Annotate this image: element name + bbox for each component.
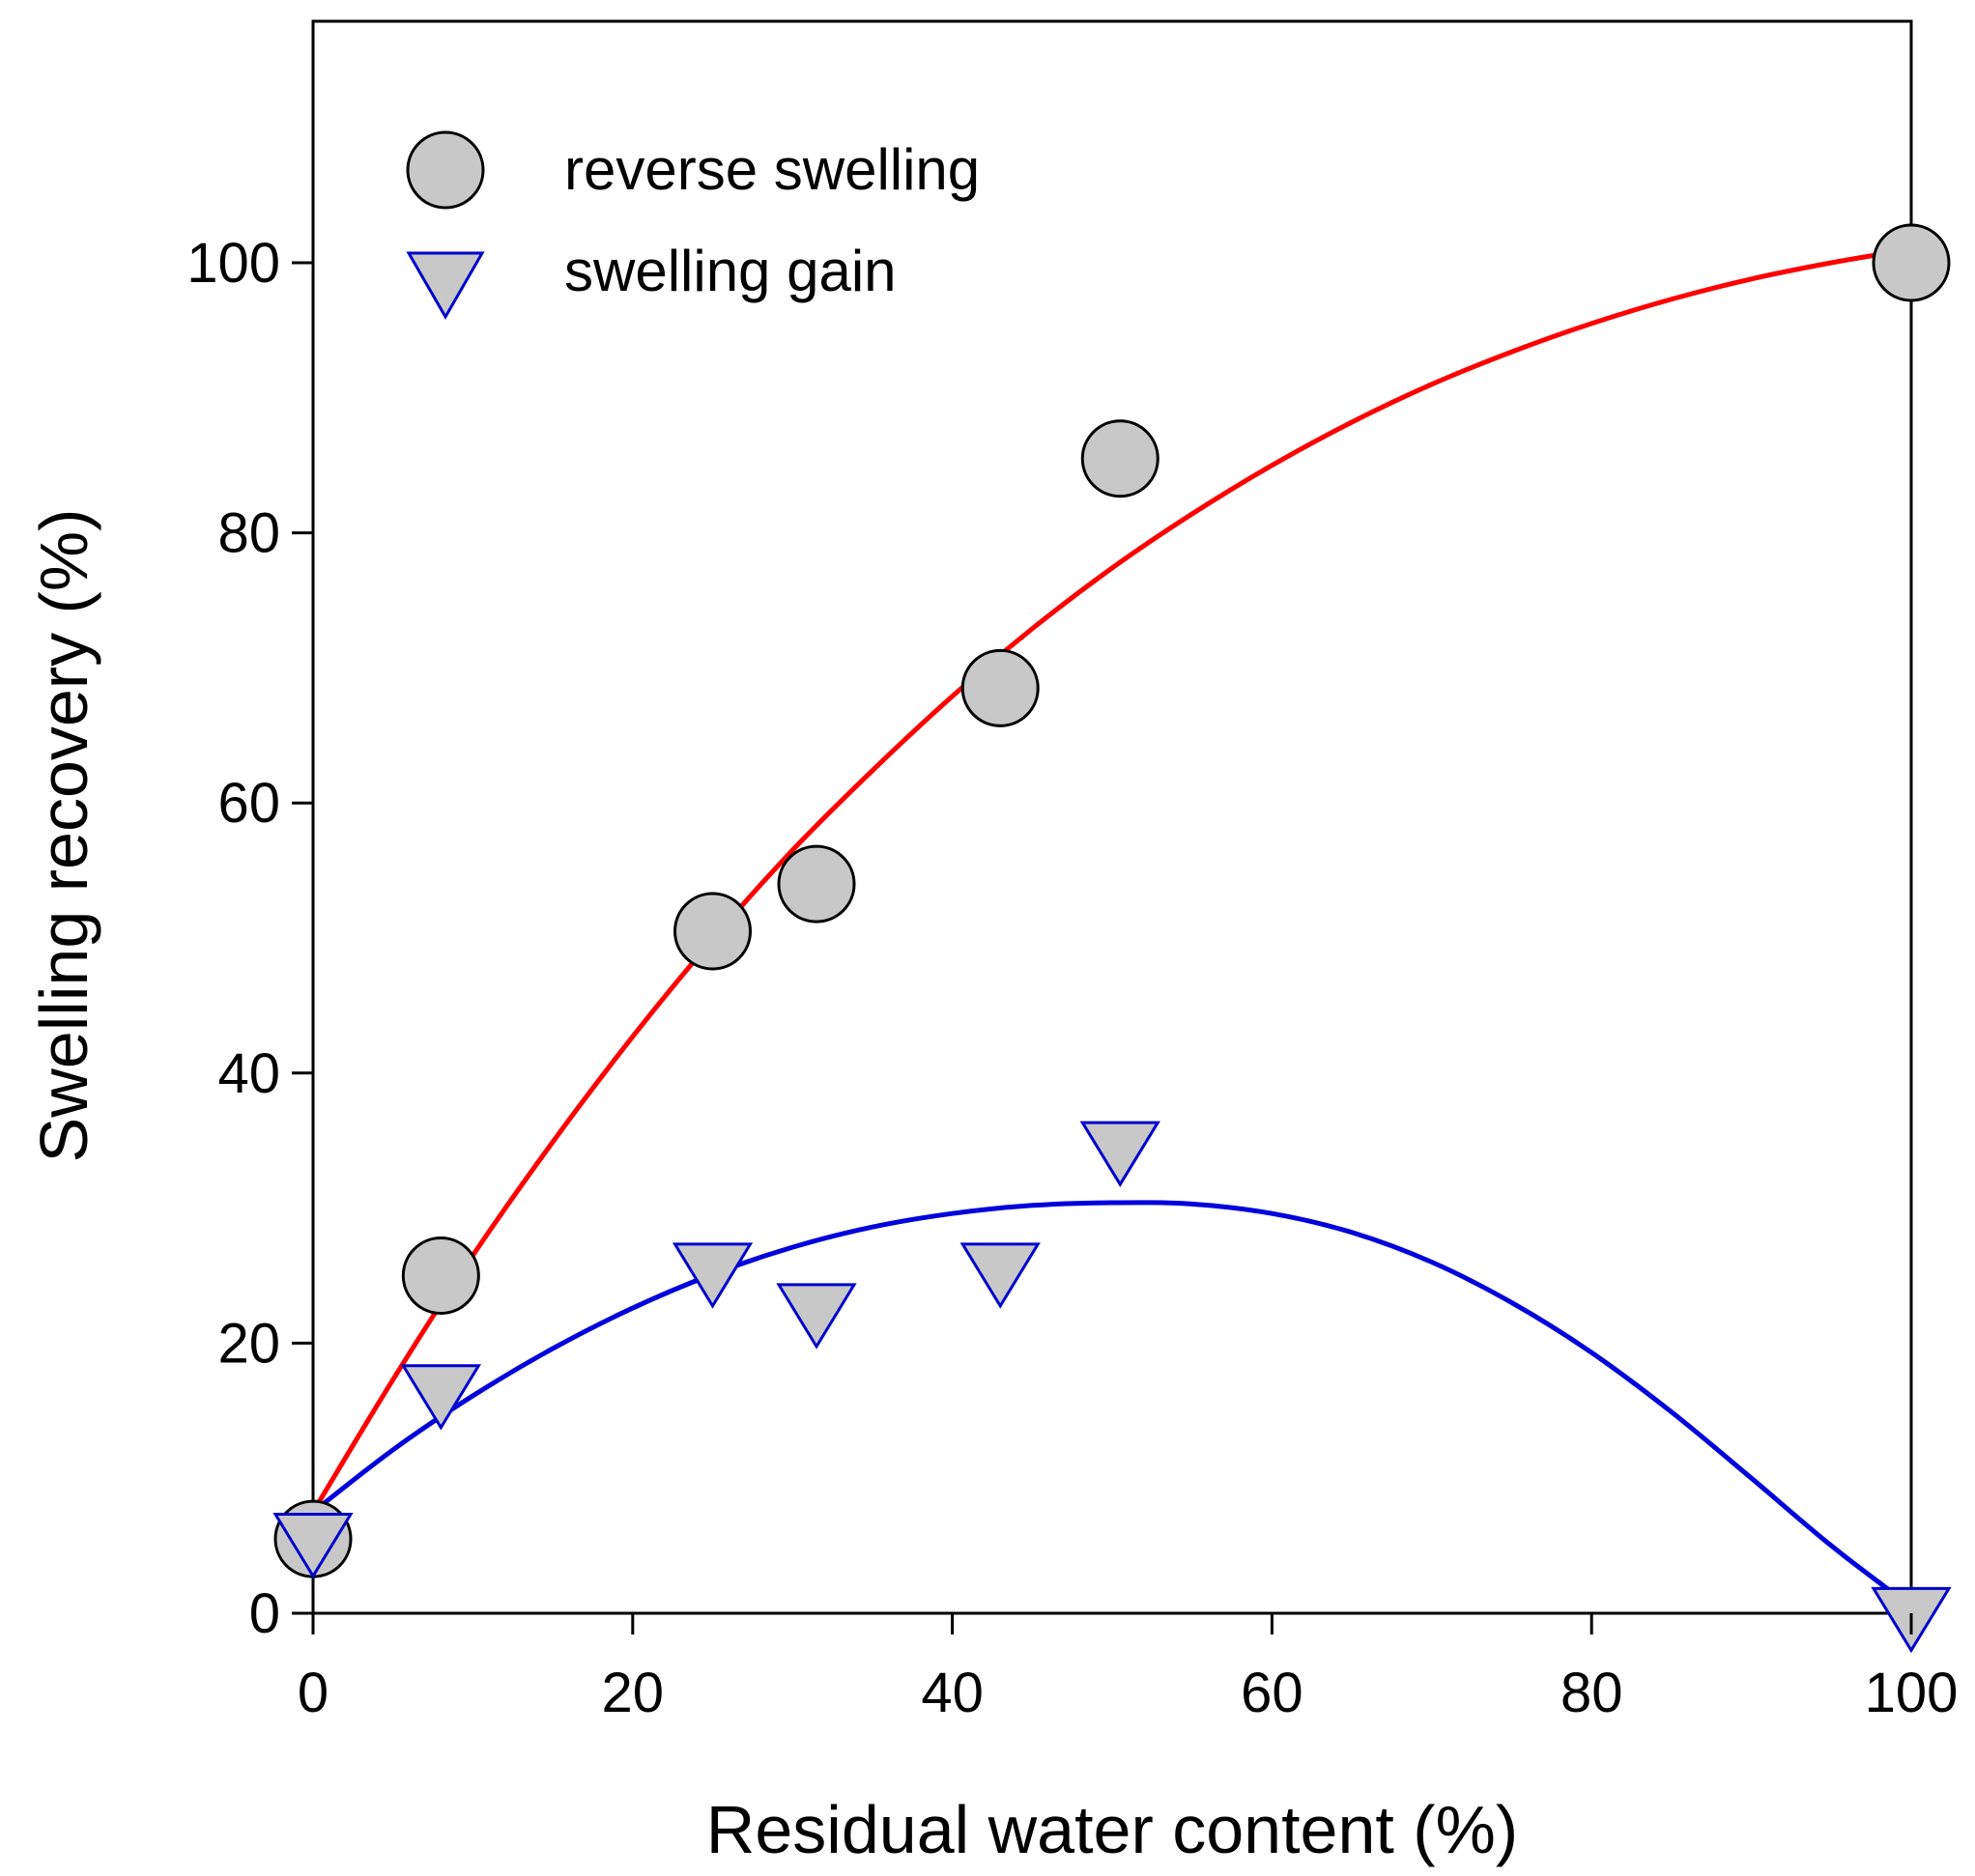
legend-label-swelling-gain: swelling gain [564,239,897,303]
y-tick-label-20: 20 [217,1312,280,1375]
axis-ticks: 0 20 40 60 80 100 0 20 40 60 80 100 [186,232,1958,1724]
x-tick-label-100: 100 [1865,1662,1959,1724]
point-swelling-gain-2 [672,1242,754,1309]
x-axis-title: Residual water content (%) [706,1792,1518,1867]
y-axis-title: Swelling recovery (%) [26,509,101,1163]
data-markers [272,223,1952,1654]
point-swelling-gain-5 [1079,1121,1160,1187]
point-reverse-swelling-2 [673,892,752,971]
point-reverse-swelling-4 [960,648,1040,727]
point-swelling-gain-4 [959,1242,1041,1309]
y-tick-label-40: 40 [217,1042,280,1105]
y-tick-label-0: 0 [249,1582,280,1645]
y-tick-label-60: 60 [217,772,280,835]
legend: reverse swelling swelling gain [406,130,980,321]
point-swelling-gain-1 [400,1364,481,1431]
legend-marker-swelling-gain [406,251,485,321]
fit-lines [310,246,1913,1608]
point-reverse-swelling-5 [1080,419,1159,498]
point-reverse-swelling-6 [1872,223,1951,302]
y-tick-label-100: 100 [186,232,280,295]
point-swelling-gain-3 [776,1283,857,1350]
x-tick-label-60: 60 [1241,1662,1303,1724]
y-tick-label-80: 80 [217,502,280,565]
fit-line-reverse-swelling [310,246,1912,1514]
point-reverse-swelling-1 [401,1236,480,1315]
legend-label-reverse-swelling: reverse swelling [564,137,980,202]
point-swelling-gain-0 [272,1513,354,1579]
plot-frame [311,19,1913,1615]
x-tick-label-40: 40 [921,1662,984,1724]
fit-line-swelling-gain [311,1200,1913,1608]
legend-marker-reverse-swelling [406,130,485,210]
x-tick-label-0: 0 [298,1662,329,1724]
x-tick-label-20: 20 [602,1662,665,1724]
x-tick-label-80: 80 [1560,1662,1623,1724]
point-reverse-swelling-3 [777,844,856,924]
